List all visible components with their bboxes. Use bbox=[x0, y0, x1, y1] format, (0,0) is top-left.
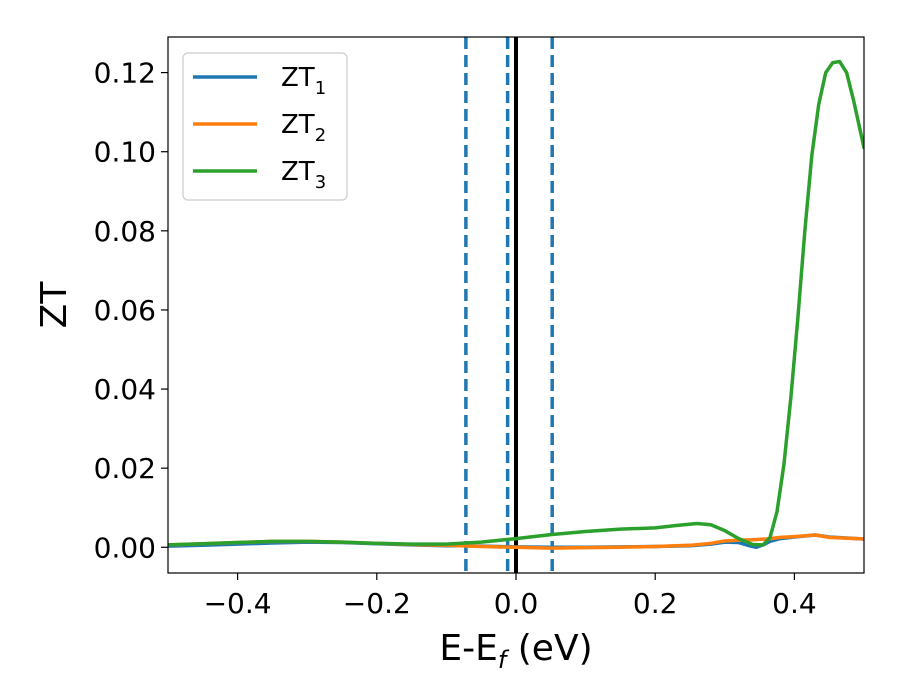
reference-lines bbox=[464, 37, 554, 573]
legend-label-zt3: ZT3 bbox=[281, 157, 326, 193]
y-tick-label: 0.00 bbox=[94, 531, 156, 564]
x-tick-label: −0.2 bbox=[343, 587, 411, 620]
legend-label-zt1: ZT1 bbox=[281, 63, 326, 99]
x-tick-label: 0.0 bbox=[494, 587, 539, 620]
legend-label-zt2: ZT2 bbox=[281, 110, 326, 146]
legend: ZT1 ZT2 ZT3 bbox=[182, 52, 348, 201]
y-tick-label: 0.02 bbox=[94, 452, 156, 485]
y-tick-label: 0.04 bbox=[94, 373, 156, 406]
legend-box bbox=[182, 52, 348, 201]
y-tick-label: 0.10 bbox=[94, 136, 156, 169]
x-axis-ticks: −0.4 −0.2 0.0 0.2 0.4 bbox=[204, 573, 817, 620]
x-tick-label: 0.4 bbox=[772, 587, 817, 620]
y-tick-label: 0.08 bbox=[94, 215, 156, 248]
x-tick-label: −0.4 bbox=[204, 587, 272, 620]
y-axis-ticks: 0.00 0.02 0.04 0.06 0.08 0.10 0.12 bbox=[94, 57, 168, 564]
y-axis-label: ZT bbox=[34, 281, 75, 329]
y-tick-label: 0.12 bbox=[94, 57, 156, 90]
series-layer bbox=[168, 59, 864, 550]
series-line-zt3 bbox=[168, 59, 864, 547]
y-tick-label: 0.06 bbox=[94, 294, 156, 327]
x-tick-label: 0.2 bbox=[633, 587, 678, 620]
x-axis-label: E-Ef (eV) bbox=[439, 628, 592, 674]
